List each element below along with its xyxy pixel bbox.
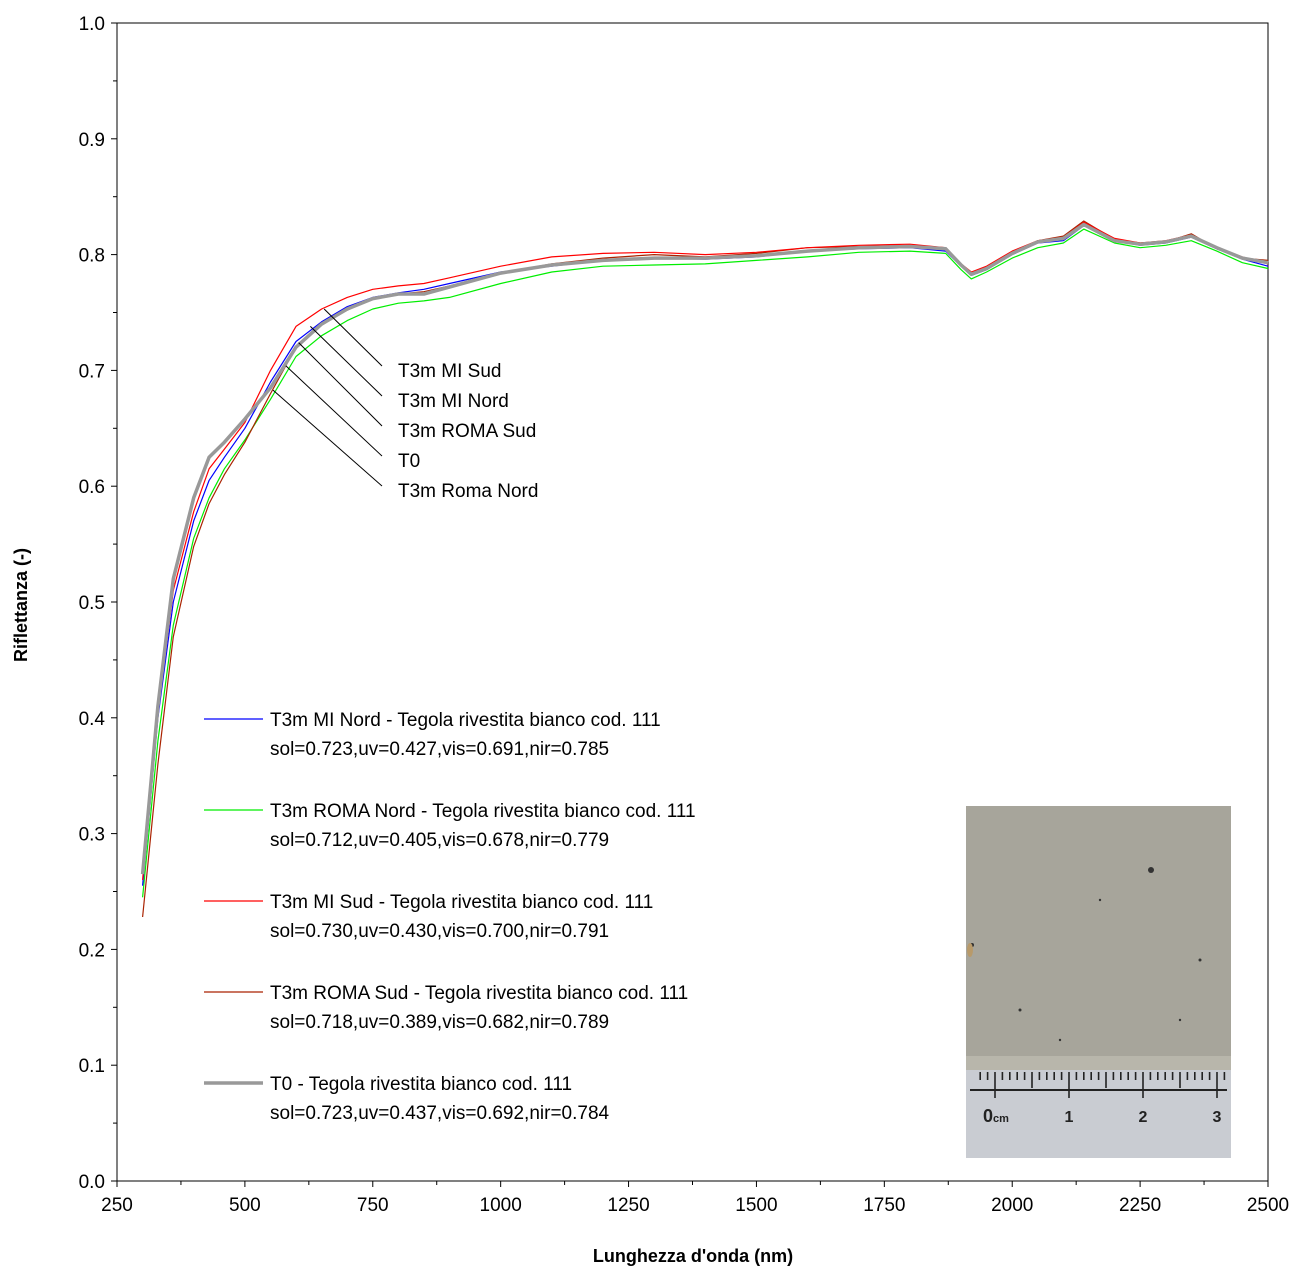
callout-leader [323, 308, 383, 367]
tile-speck [1148, 867, 1154, 873]
legend-label: T3m ROMA Nord - Tegola rivestita bianco … [270, 801, 696, 822]
legend: T3m MI Nord - Tegola rivestita bianco co… [204, 710, 696, 1124]
series-layer [140, 220, 1269, 918]
x-tick-label: 2500 [1247, 1195, 1289, 1216]
callout-leader [298, 342, 383, 427]
x-tick-label: 1000 [480, 1195, 522, 1216]
callout-label: T3m MI Sud [398, 361, 501, 382]
legend-label: T3m MI Sud - Tegola rivestita bianco cod… [270, 892, 653, 913]
tile-speck [1198, 958, 1202, 962]
callouts: T3m MI Sud T3m MI Nord T3m ROMA Sud T0 T3m R… [272, 308, 538, 502]
tile-speck [1058, 1038, 1062, 1042]
legend-label: T0 - Tegola rivestita bianco cod. 111 [270, 1074, 572, 1095]
callout-label: T3m ROMA Sud [398, 421, 536, 442]
x-axis-title: Lunghezza d'onda (nm) [593, 1246, 793, 1266]
legend-stats: sol=0.730,uv=0.430,vis=0.700,nir=0.791 [270, 921, 609, 942]
callout-label: T0 [398, 451, 420, 472]
ruler-label: 2 [1139, 1109, 1148, 1126]
ruler-label: 3 [1213, 1109, 1222, 1126]
ruler-label: 0 [983, 1106, 993, 1126]
y-tick-label: 0.5 [79, 593, 105, 614]
x-tick-label: 2250 [1119, 1195, 1161, 1216]
y-tick-label: 0.4 [79, 709, 106, 730]
y-tick-label: 0.3 [79, 825, 105, 846]
series-line-4 [140, 222, 1269, 875]
photo-ruler [966, 1070, 1231, 1158]
y-tick-label: 0.0 [79, 1172, 105, 1193]
photo-tile [966, 806, 1231, 1064]
ruler-label: 1 [1065, 1109, 1074, 1126]
legend-stats: sol=0.718,uv=0.389,vis=0.682,nir=0.789 [270, 1012, 609, 1033]
y-tick-label: 0.7 [79, 361, 105, 382]
y-axis-title: Riflettanza (-) [11, 548, 31, 662]
series-line-2 [142, 221, 1269, 880]
y-tick-label: 0.2 [79, 940, 105, 961]
callout-leader [285, 365, 383, 457]
x-tick-label: 2000 [991, 1195, 1033, 1216]
x-tick-label: 1750 [863, 1195, 905, 1216]
x-tick-label: 1250 [607, 1195, 649, 1216]
x-tick-label: 250 [101, 1195, 133, 1216]
inset-photo: 0 cm 1 2 3 [966, 806, 1231, 1158]
callout-label: T3m MI Nord [398, 391, 509, 412]
tile-speck [1018, 1008, 1022, 1012]
tile-speck [1098, 898, 1102, 902]
callout-label: T3m Roma Nord [398, 481, 538, 502]
legend-label: T3m ROMA Sud - Tegola rivestita bianco c… [270, 983, 688, 1004]
y-tick-label: 0.9 [79, 130, 105, 151]
x-tick-label: 500 [229, 1195, 261, 1216]
legend-stats: sol=0.712,uv=0.405,vis=0.678,nir=0.779 [270, 830, 609, 851]
series-line-0 [142, 225, 1269, 886]
legend-stats: sol=0.723,uv=0.437,vis=0.692,nir=0.784 [270, 1103, 610, 1124]
ruler-label: cm [993, 1113, 1009, 1125]
y-tick-label: 0.1 [79, 1056, 105, 1077]
x-tick-label: 1500 [735, 1195, 777, 1216]
y-tick-label: 0.6 [79, 477, 105, 498]
photo-tile-edge [966, 1056, 1231, 1070]
ticks: 250 500 750 1000 1250 1500 1750 2000 2250 2500 0.0… [79, 14, 1290, 1216]
x-tick-label: 750 [357, 1195, 389, 1216]
y-tick-label: 1.0 [79, 14, 105, 35]
tile-stain [967, 943, 973, 957]
callout-leader [310, 326, 383, 397]
callout-leader [272, 389, 383, 487]
legend-label: T3m MI Nord - Tegola rivestita bianco co… [270, 710, 661, 731]
y-tick-label: 0.8 [79, 246, 105, 267]
legend-stats: sol=0.723,uv=0.427,vis=0.691,nir=0.785 [270, 739, 609, 760]
tile-speck [1178, 1018, 1182, 1022]
